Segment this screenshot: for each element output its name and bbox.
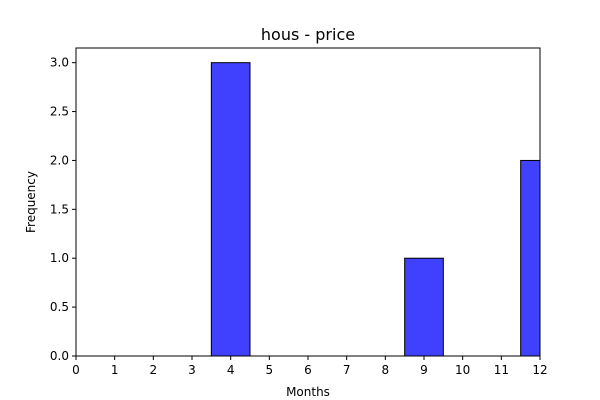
x-tick-label: 6 — [304, 363, 312, 377]
x-tick-label: 2 — [150, 363, 158, 377]
chart-title: hous - price — [261, 25, 355, 44]
y-tick-label: 0.0 — [50, 349, 69, 363]
x-tick-label: 5 — [266, 363, 274, 377]
y-tick-label: 0.5 — [50, 300, 69, 314]
bar-month-12 — [520, 159, 540, 356]
y-tick-label: 2.0 — [50, 153, 69, 167]
x-axis-label: Months — [286, 385, 330, 399]
x-tick-label: 8 — [382, 363, 390, 377]
x-tick-label: 7 — [343, 363, 351, 377]
bar-month-9 — [404, 257, 444, 356]
plot-frame — [75, 47, 541, 357]
x-axis: 0 1 2 3 4 5 6 7 8 9 10 11 12 — [72, 356, 548, 377]
y-axis: 0.0 0.5 1.0 1.5 2.0 2.5 3.0 — [50, 56, 76, 363]
bar-month-4 — [210, 62, 251, 356]
y-tick-label: 2.5 — [50, 105, 69, 119]
x-tick-label: 0 — [72, 363, 80, 377]
x-tick-label: 11 — [494, 363, 509, 377]
bars-group — [210, 62, 540, 356]
x-tick-label: 10 — [455, 363, 470, 377]
x-tick-label: 12 — [532, 363, 547, 377]
y-tick-label: 3.0 — [50, 56, 69, 70]
x-tick-label: 3 — [188, 363, 196, 377]
x-tick-label: 1 — [111, 363, 119, 377]
y-tick-label: 1.0 — [50, 251, 69, 265]
y-axis-label: Frequency — [24, 171, 38, 233]
x-tick-label: 9 — [420, 363, 428, 377]
y-tick-label: 1.5 — [50, 202, 69, 216]
x-tick-label: 4 — [227, 363, 235, 377]
